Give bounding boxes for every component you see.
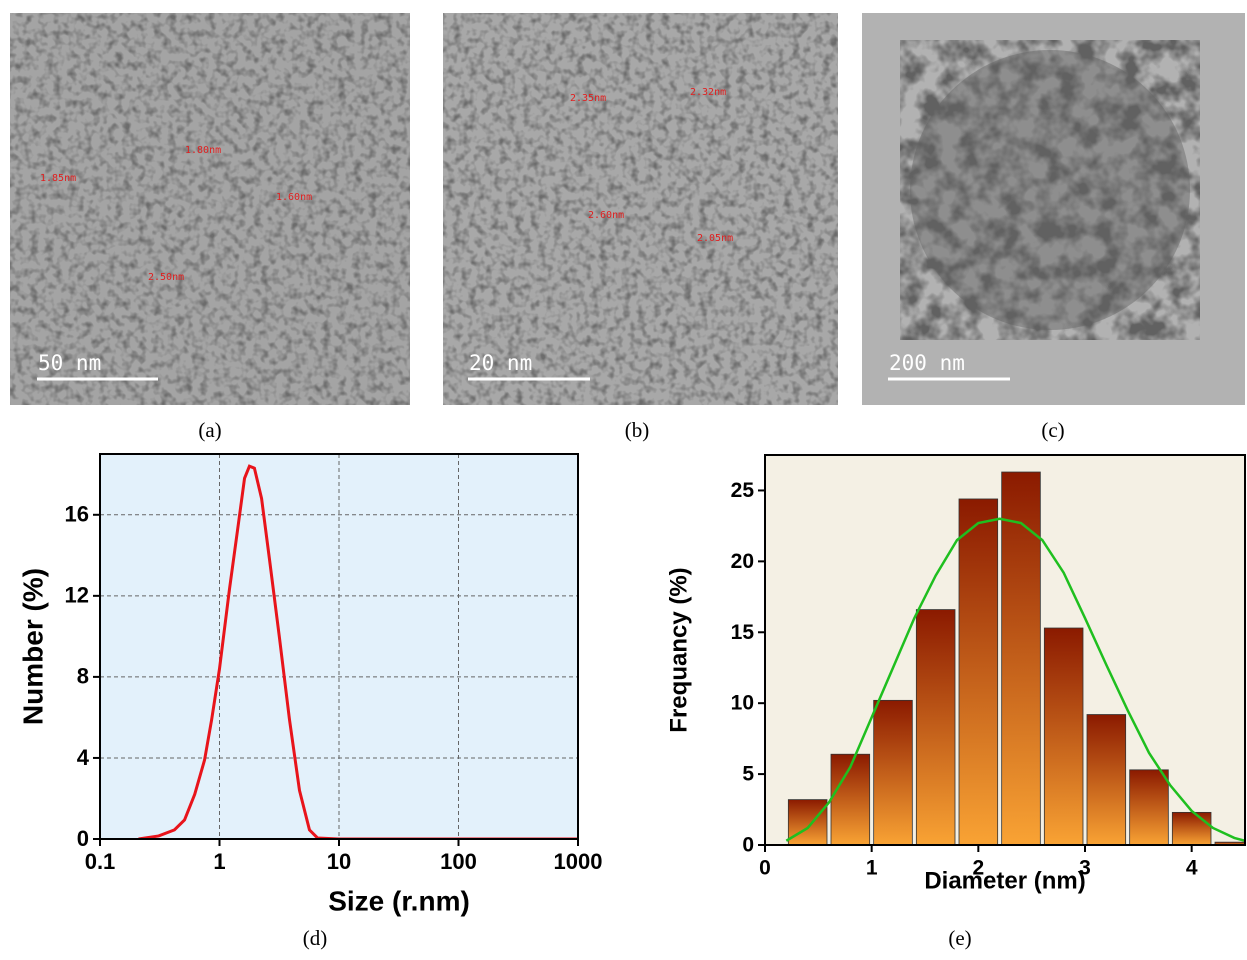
y-tick-label: 16 xyxy=(65,502,89,527)
histogram-bar xyxy=(1171,811,1212,845)
x-tick-label: 10 xyxy=(327,849,351,874)
y-tick-label: 0 xyxy=(742,834,754,857)
size-distribution-line xyxy=(138,464,578,839)
histogram-bar xyxy=(1086,714,1127,845)
size-annotation: 2.35nm xyxy=(570,93,606,104)
tem-image-b: 20 nm 2.35nm 2.32nm 2.60nm 2.05nm xyxy=(443,13,838,405)
panel-label: (c) xyxy=(1041,418,1064,442)
histogram-bar xyxy=(873,699,913,845)
size-annotation: 2.05nm xyxy=(697,233,733,244)
y-axis-title: Frequancy (%) xyxy=(665,567,692,732)
panel-label: (e) xyxy=(948,926,971,950)
y-tick-label: 25 xyxy=(731,479,755,502)
y-tick-label: 20 xyxy=(731,550,754,573)
x-tick-label: 1 xyxy=(213,849,225,874)
x-tick-label: 3 xyxy=(1079,857,1091,880)
plot-area xyxy=(138,464,578,839)
tem-image-c: 200 nm xyxy=(862,13,1245,405)
x-tick-label: 1 xyxy=(866,857,878,880)
y-tick-label: 0 xyxy=(77,826,89,851)
tem-image-a: 50 nm 1.85nm 1.80nm 1.60nm 2.50nm xyxy=(10,13,410,405)
histogram-bar xyxy=(915,609,956,845)
scale-bar-label: 50 nm xyxy=(38,351,101,375)
y-tick-label: 4 xyxy=(77,745,90,770)
y-tick-label: 10 xyxy=(731,692,754,715)
histogram-bar xyxy=(1043,627,1084,845)
size-annotation: 2.60nm xyxy=(588,210,624,221)
x-tick-label: 100 xyxy=(440,849,477,874)
panel-label: (b) xyxy=(625,418,650,442)
size-annotation: 2.32nm xyxy=(690,87,726,98)
plot-frame xyxy=(99,453,579,840)
y-tick-label: 15 xyxy=(731,621,755,644)
x-axis-title: Size (r.nm) xyxy=(328,885,470,916)
y-axis-title: Number (%) xyxy=(17,568,48,725)
panel-label: (a) xyxy=(198,418,221,442)
panel-label: (d) xyxy=(303,926,328,950)
x-tick-label: 0 xyxy=(759,857,771,880)
x-tick-label: 1000 xyxy=(554,849,603,874)
y-tick-label: 12 xyxy=(65,583,89,608)
plot-frame xyxy=(764,454,1246,846)
x-tick-label: 2 xyxy=(972,857,984,880)
histogram-bar xyxy=(787,799,828,845)
gaussian-fit xyxy=(785,517,1245,842)
size-annotation: 1.60nm xyxy=(276,192,312,203)
histogram-bar xyxy=(958,498,999,845)
y-tick-label: 5 xyxy=(742,763,754,786)
histogram-bar xyxy=(1001,471,1041,845)
size-annotation: 2.50nm xyxy=(148,272,184,283)
scale-bar-label: 20 nm xyxy=(469,351,532,375)
scale-bar-label: 200 nm xyxy=(889,351,965,375)
size-annotation: 1.85nm xyxy=(40,173,76,184)
y-tick-label: 8 xyxy=(77,664,89,689)
x-axis-title: Diameter (nm) xyxy=(924,867,1085,894)
x-tick-label: 0.1 xyxy=(85,849,116,874)
histogram-bar xyxy=(1129,769,1169,845)
x-tick-label: 4 xyxy=(1186,857,1198,880)
size-annotation: 1.80nm xyxy=(185,145,221,156)
plot-area xyxy=(785,471,1245,845)
